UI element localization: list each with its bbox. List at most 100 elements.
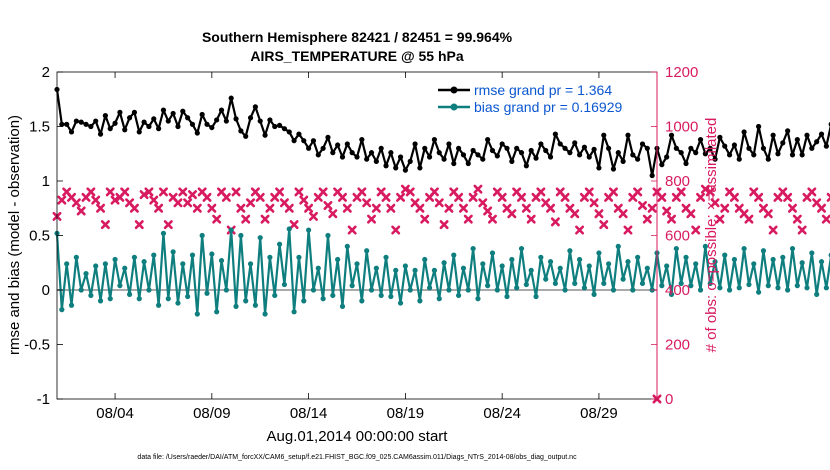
rmse-point	[122, 127, 128, 133]
bias-point	[68, 302, 75, 308]
rmse-point	[518, 150, 525, 156]
obs-point	[458, 203, 468, 213]
obs-point	[178, 187, 188, 197]
obs-marker-stroke	[289, 220, 299, 230]
rmse-point	[68, 129, 75, 135]
rmse-point	[286, 129, 292, 135]
obs-point	[294, 187, 304, 197]
bias-point	[310, 287, 317, 293]
obs-marker-stroke	[754, 192, 764, 202]
rmse-point	[218, 107, 225, 113]
obs-marker-stroke	[279, 198, 289, 208]
rmse-point	[296, 131, 302, 137]
obs-point	[347, 225, 357, 235]
obs-point	[246, 198, 256, 208]
bias-point	[668, 291, 675, 297]
obs-marker-stroke	[633, 187, 643, 197]
obs-point	[105, 187, 115, 197]
obs-point	[415, 203, 425, 213]
obs-marker-stroke	[405, 187, 415, 197]
right-tick-label: 200	[665, 337, 690, 354]
bias-point	[407, 287, 413, 293]
rmse-point	[209, 124, 215, 131]
rmse-point	[194, 130, 200, 136]
rmse-point	[276, 122, 283, 129]
bias-point	[552, 280, 558, 287]
obs-marker-stroke	[212, 214, 222, 224]
obs-point	[260, 214, 270, 224]
obs-marker-stroke	[246, 198, 256, 208]
left-axis-ticks: -1 -0.5 0 0.5 1 1.5 2	[24, 64, 63, 408]
obs-marker-stroke	[76, 206, 86, 216]
chart-subtitle: AIRS_TEMPERATURE @ 55 hPa	[250, 48, 464, 64]
bias-point	[741, 245, 747, 252]
bias-point	[170, 249, 176, 255]
obs-marker-stroke	[725, 187, 735, 197]
obs-marker-stroke	[100, 220, 110, 230]
bias-point	[823, 285, 829, 291]
bias-point	[678, 280, 684, 287]
obs-point	[357, 187, 367, 197]
obs-point	[454, 192, 464, 202]
obs-point	[521, 203, 531, 213]
rmse-point	[717, 134, 723, 140]
rmse-point	[794, 136, 800, 143]
obs-point	[381, 192, 391, 202]
bias-point	[160, 230, 167, 236]
obs-marker-stroke	[154, 203, 164, 213]
plot-area: 08/04 08/09 08/14 08/19 08/24 08/29 -1 -0.5 0 0.…	[24, 64, 830, 422]
obs-marker-stroke	[386, 203, 396, 213]
left-tick-label: -0.5	[24, 337, 50, 354]
obs-marker-stroke	[192, 203, 202, 213]
rmse-point	[262, 132, 268, 138]
x-axis-ticks: 08/04 08/09 08/14 08/19 08/24 08/29	[96, 72, 618, 422]
bias-point	[804, 285, 810, 291]
bias-point	[73, 254, 79, 260]
rmse-point	[431, 136, 438, 143]
bias-point	[499, 263, 505, 269]
obs-marker-stroke	[541, 198, 551, 208]
rmse-point	[402, 167, 408, 173]
x-tick-label: 08/04	[96, 405, 134, 422]
obs-point	[284, 203, 294, 213]
obs-marker-stroke	[255, 192, 265, 202]
obs-marker-stroke	[826, 192, 830, 198]
rmse-series	[54, 86, 830, 179]
obs-point	[100, 220, 110, 230]
bias-point	[635, 254, 641, 260]
obs-point	[792, 214, 802, 224]
rmse-point	[160, 107, 167, 113]
obs-point	[478, 198, 488, 208]
rmse-point	[97, 131, 104, 137]
bias-point	[567, 248, 573, 254]
rmse-point	[760, 145, 767, 151]
rmse-point	[325, 134, 331, 140]
bias-point	[460, 265, 467, 271]
rmse-point	[364, 156, 370, 162]
obs-point	[192, 203, 202, 213]
rmse-point	[247, 115, 254, 121]
obs-point	[337, 192, 347, 202]
bias-point	[233, 303, 239, 309]
rmse-point	[664, 154, 670, 160]
rmse-point	[596, 165, 602, 171]
rmse-point	[625, 132, 631, 138]
obs-marker-stroke	[304, 203, 314, 213]
obs-marker-stroke	[478, 198, 488, 208]
obs-marker-stroke	[62, 187, 72, 197]
obs-marker-stroke	[550, 217, 560, 227]
rmse-point	[446, 141, 452, 147]
obs-point	[696, 192, 706, 202]
bias-point	[765, 283, 771, 289]
obs-point	[686, 209, 696, 219]
x-tick-label: 08/29	[580, 405, 618, 422]
obs-marker-stroke	[734, 203, 744, 213]
obs-marker-stroke	[120, 187, 130, 197]
obs-point	[657, 192, 667, 202]
rmse-point	[301, 138, 307, 144]
obs-marker-stroke	[826, 196, 830, 202]
rmse-point	[552, 131, 558, 137]
obs-point	[589, 198, 599, 208]
obs-point	[715, 214, 725, 224]
obs-marker-stroke	[434, 198, 444, 208]
